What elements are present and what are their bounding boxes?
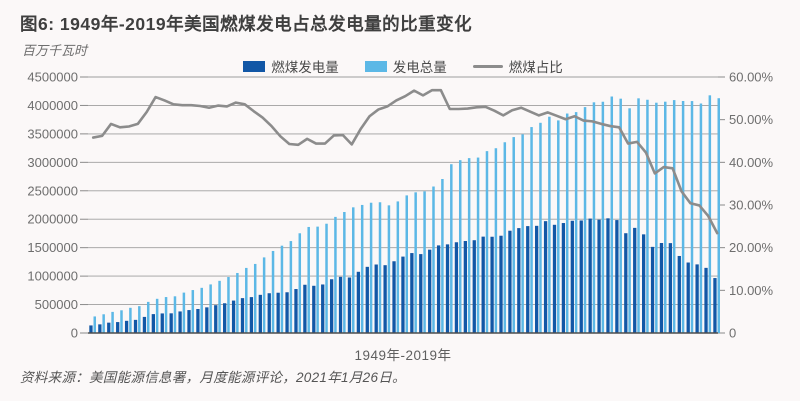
svg-text:50.00%: 50.00% (729, 112, 774, 127)
svg-text:4500000: 4500000 (27, 70, 78, 85)
legend-label: 燃煤发电量 (271, 60, 339, 75)
total-bar-swatch-icon (364, 60, 387, 72)
svg-text:2500000: 2500000 (27, 183, 78, 198)
svg-text:60.00%: 60.00% (729, 70, 774, 85)
svg-text:0: 0 (729, 326, 736, 341)
svg-text:500000: 500000 (35, 297, 78, 312)
svg-text:2000000: 2000000 (27, 212, 78, 227)
svg-text:0: 0 (71, 326, 78, 341)
left-axis-unit-label: 百万千瓦时 (22, 43, 88, 58)
chart-title: 图6: 1949年-2019年美国燃煤发电占总发电量的比重变化 (20, 14, 473, 34)
legend-item-coal-share: 燃煤占比 (472, 56, 563, 76)
chart-area: 0 500000 1000000 1500000 2000000 2500000 30000… (0, 66, 800, 366)
svg-text:40.00%: 40.00% (729, 155, 774, 170)
legend-item-total-generation: 发电总量 (364, 56, 447, 76)
legend: 燃煤发电量 发电总量 燃煤占比 (88, 56, 718, 76)
svg-text:3000000: 3000000 (27, 155, 78, 170)
chart-canvas: 0 500000 1000000 1500000 2000000 2500000 30000… (27, 70, 774, 341)
svg-text:3500000: 3500000 (27, 126, 78, 141)
svg-text:10.00%: 10.00% (729, 283, 774, 298)
svg-text:30.00%: 30.00% (729, 198, 774, 213)
source-note: 资料来源：美国能源信息署，月度能源评论，2021年1月26日。 (20, 370, 406, 385)
svg-text:20.00%: 20.00% (729, 240, 774, 255)
legend-label: 发电总量 (392, 60, 447, 75)
x-axis-label: 1949年-2019年 (354, 348, 452, 363)
coal-bar-swatch-icon (243, 60, 266, 72)
svg-text:1000000: 1000000 (27, 269, 78, 284)
legend-item-coal-generation: 燃煤发电量 (243, 56, 339, 76)
svg-text:4000000: 4000000 (27, 98, 78, 113)
svg-text:1500000: 1500000 (27, 240, 78, 255)
share-line-swatch-icon (472, 64, 503, 68)
legend-label: 燃煤占比 (508, 60, 563, 75)
